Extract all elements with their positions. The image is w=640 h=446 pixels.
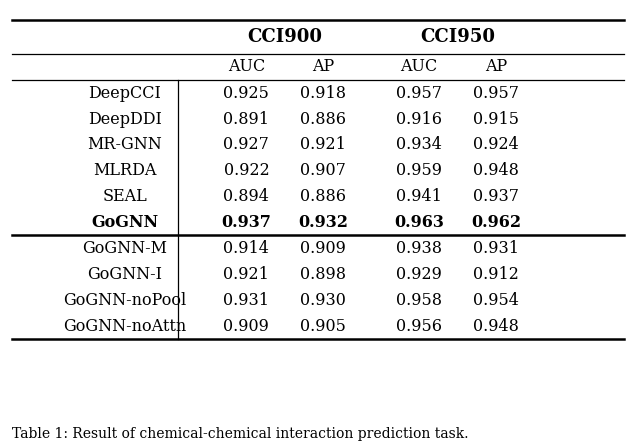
- Text: 0.959: 0.959: [396, 162, 442, 179]
- Text: GoGNN-noAttn: GoGNN-noAttn: [63, 318, 186, 334]
- Text: AUC: AUC: [401, 58, 438, 75]
- Text: 0.894: 0.894: [223, 188, 269, 205]
- Text: 0.937: 0.937: [473, 188, 519, 205]
- Text: CCI900: CCI900: [247, 28, 323, 46]
- Text: 0.958: 0.958: [396, 292, 442, 309]
- Text: 0.937: 0.937: [221, 214, 271, 231]
- Text: 0.891: 0.891: [223, 111, 269, 128]
- Text: 0.914: 0.914: [223, 240, 269, 257]
- Text: 0.931: 0.931: [473, 240, 519, 257]
- Text: 0.956: 0.956: [396, 318, 442, 334]
- Text: CCI950: CCI950: [420, 28, 495, 46]
- Text: 0.957: 0.957: [396, 85, 442, 102]
- Text: 0.925: 0.925: [223, 85, 269, 102]
- Text: 0.922: 0.922: [223, 162, 269, 179]
- Text: 0.921: 0.921: [300, 136, 346, 153]
- Text: GoGNN-I: GoGNN-I: [87, 266, 163, 283]
- Text: SEAL: SEAL: [102, 188, 147, 205]
- Text: AP: AP: [485, 58, 507, 75]
- Text: 0.924: 0.924: [473, 136, 519, 153]
- Text: 0.909: 0.909: [223, 318, 269, 334]
- Text: AUC: AUC: [228, 58, 265, 75]
- Text: 0.921: 0.921: [223, 266, 269, 283]
- Text: Table 1: Result of chemical-chemical interaction prediction task.: Table 1: Result of chemical-chemical int…: [12, 426, 468, 441]
- Text: 0.898: 0.898: [300, 266, 346, 283]
- Text: 0.916: 0.916: [396, 111, 442, 128]
- Text: 0.931: 0.931: [223, 292, 269, 309]
- Text: 0.929: 0.929: [396, 266, 442, 283]
- Text: MR-GNN: MR-GNN: [88, 136, 162, 153]
- Text: 0.948: 0.948: [473, 318, 519, 334]
- Text: AP: AP: [312, 58, 334, 75]
- Text: 0.915: 0.915: [473, 111, 519, 128]
- Text: 0.963: 0.963: [394, 214, 444, 231]
- Text: 0.962: 0.962: [471, 214, 521, 231]
- Text: GoGNN-noPool: GoGNN-noPool: [63, 292, 186, 309]
- Text: 0.886: 0.886: [300, 111, 346, 128]
- Text: 0.954: 0.954: [473, 292, 519, 309]
- Text: 0.934: 0.934: [396, 136, 442, 153]
- Text: 0.927: 0.927: [223, 136, 269, 153]
- Text: 0.907: 0.907: [300, 162, 346, 179]
- Text: DeepDDI: DeepDDI: [88, 111, 162, 128]
- Text: 0.909: 0.909: [300, 240, 346, 257]
- Text: GoGNN-M: GoGNN-M: [83, 240, 167, 257]
- Text: 0.948: 0.948: [473, 162, 519, 179]
- Text: 0.957: 0.957: [473, 85, 519, 102]
- Text: 0.941: 0.941: [396, 188, 442, 205]
- Text: 0.930: 0.930: [300, 292, 346, 309]
- Text: DeepCCI: DeepCCI: [88, 85, 161, 102]
- Text: 0.912: 0.912: [473, 266, 519, 283]
- Text: 0.886: 0.886: [300, 188, 346, 205]
- Text: 0.918: 0.918: [300, 85, 346, 102]
- Text: 0.905: 0.905: [300, 318, 346, 334]
- Text: 0.938: 0.938: [396, 240, 442, 257]
- Text: GoGNN: GoGNN: [92, 214, 158, 231]
- Text: MLRDA: MLRDA: [93, 162, 157, 179]
- Text: 0.932: 0.932: [298, 214, 348, 231]
